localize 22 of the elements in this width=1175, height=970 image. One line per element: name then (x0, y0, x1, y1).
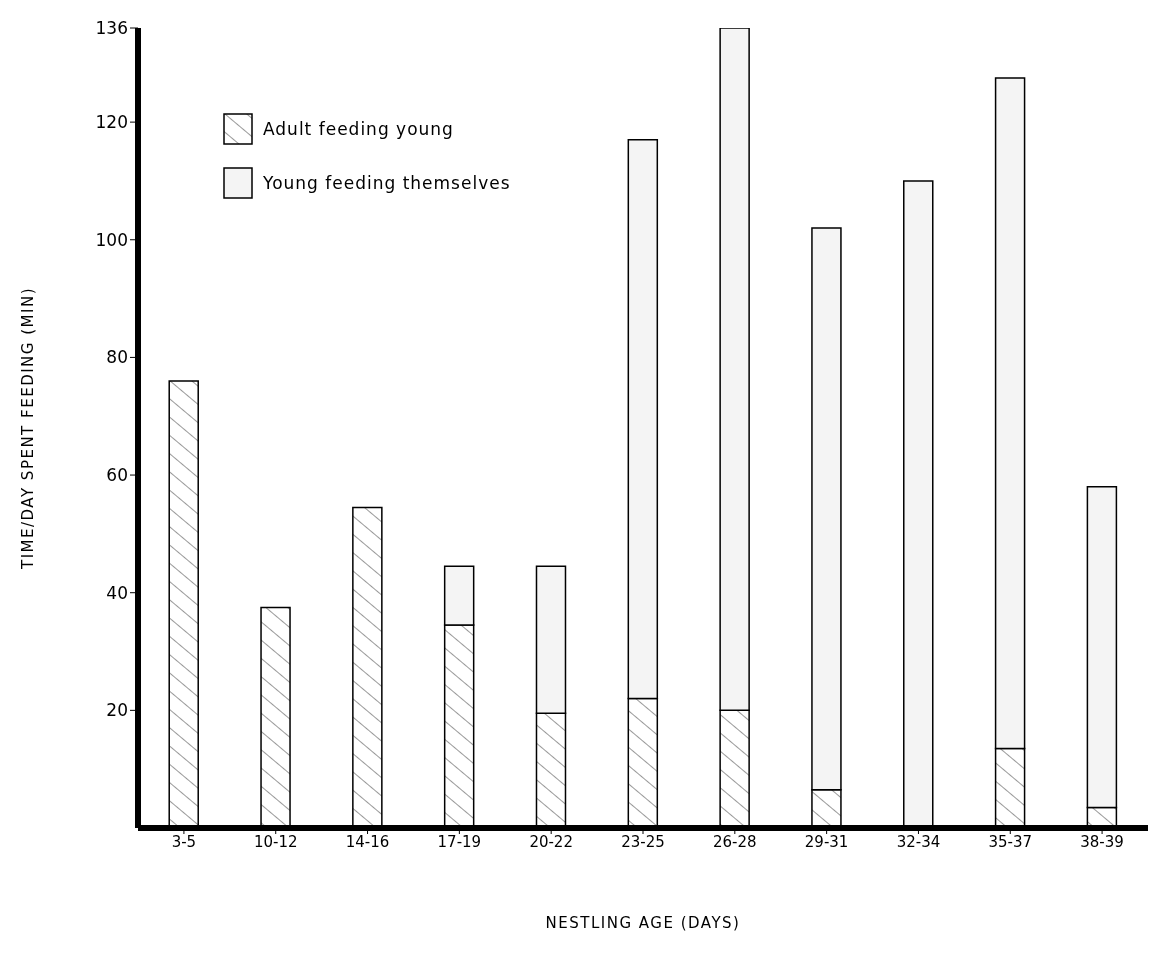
x-tick-label: 14-16 (345, 832, 390, 851)
y-tick-label: 80 (106, 347, 128, 368)
x-tick-label: 29-31 (804, 832, 849, 851)
y-tick-label: 136 (95, 18, 128, 39)
x-tick-label: 26-28 (713, 832, 757, 851)
x-tick-label: 17-19 (437, 832, 482, 851)
y-tick-label: 100 (95, 229, 128, 250)
x-tick-label: 3-5 (171, 832, 197, 851)
x-axis-title: NESTLING AGE (DAYS) (545, 914, 741, 932)
legend-label: Young feeding themselves (263, 173, 511, 193)
y-tick-label: 60 (106, 465, 128, 486)
y-axis-title: TIME/DAY SPENT FEEDING (MIN) (19, 286, 38, 571)
x-tick-label: 32-34 (896, 832, 941, 851)
x-tick-label: 38-39 (1080, 832, 1124, 851)
y-tick-label: 20 (106, 700, 128, 721)
x-tick-label: 10-12 (253, 832, 298, 851)
y-tick-label: 120 (95, 112, 128, 133)
y-tick-label: 40 (106, 582, 128, 603)
x-tick-label: 35-37 (988, 832, 1033, 851)
x-tick-label: 23-25 (621, 832, 665, 851)
x-tick-label: 20-22 (529, 832, 573, 851)
legend-label: Adult feeding young (263, 119, 454, 139)
